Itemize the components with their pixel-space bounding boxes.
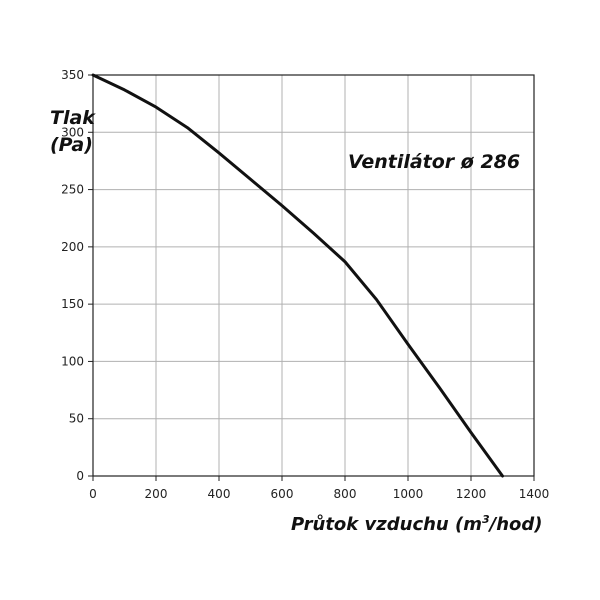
y-tick-label: 100 — [61, 354, 84, 368]
y-tick-label: 250 — [61, 183, 84, 197]
x-tick-label: 200 — [145, 487, 168, 501]
x-axis-label-superscript: 3 — [482, 513, 490, 526]
axes — [88, 74, 535, 481]
x-tick-label: 800 — [334, 487, 357, 501]
y-tick-label: 50 — [69, 412, 84, 426]
series-group — [91, 73, 504, 478]
chart-title: Ventilátor ø 286 — [348, 151, 520, 173]
plot-frame — [92, 74, 535, 477]
x-tick-label: 600 — [271, 487, 294, 501]
x-tick-label: 0 — [89, 487, 97, 501]
y-tick-label: 0 — [76, 469, 84, 483]
x-tick-label: 1400 — [519, 487, 550, 501]
y-tick-label: 350 — [61, 68, 84, 82]
y-tick-label: 150 — [61, 297, 84, 311]
x-tick-label: 1200 — [456, 487, 487, 501]
x-axis-label-main: Průtok vzduchu (m — [291, 514, 482, 535]
x-axis-label-tail: /hod) — [488, 514, 543, 535]
y-axis-label-line1: Tlak — [50, 107, 96, 129]
series-line — [91, 73, 504, 478]
x-tick-label: 400 — [208, 487, 231, 501]
y-tick-labels: 0 50 100 150 200 250 300 350 — [61, 68, 84, 483]
y-tick-label: 200 — [61, 240, 84, 254]
x-axis-label: Průtok vzduchu (m3/hod) — [291, 513, 543, 535]
y-axis-label-line2: (Pa) — [50, 134, 93, 156]
x-tick-labels: 0 200 400 600 800 1000 1200 1400 — [89, 487, 549, 501]
grid — [93, 75, 534, 476]
x-tick-label: 1000 — [393, 487, 424, 501]
y-tick-label: 300 — [61, 125, 84, 139]
